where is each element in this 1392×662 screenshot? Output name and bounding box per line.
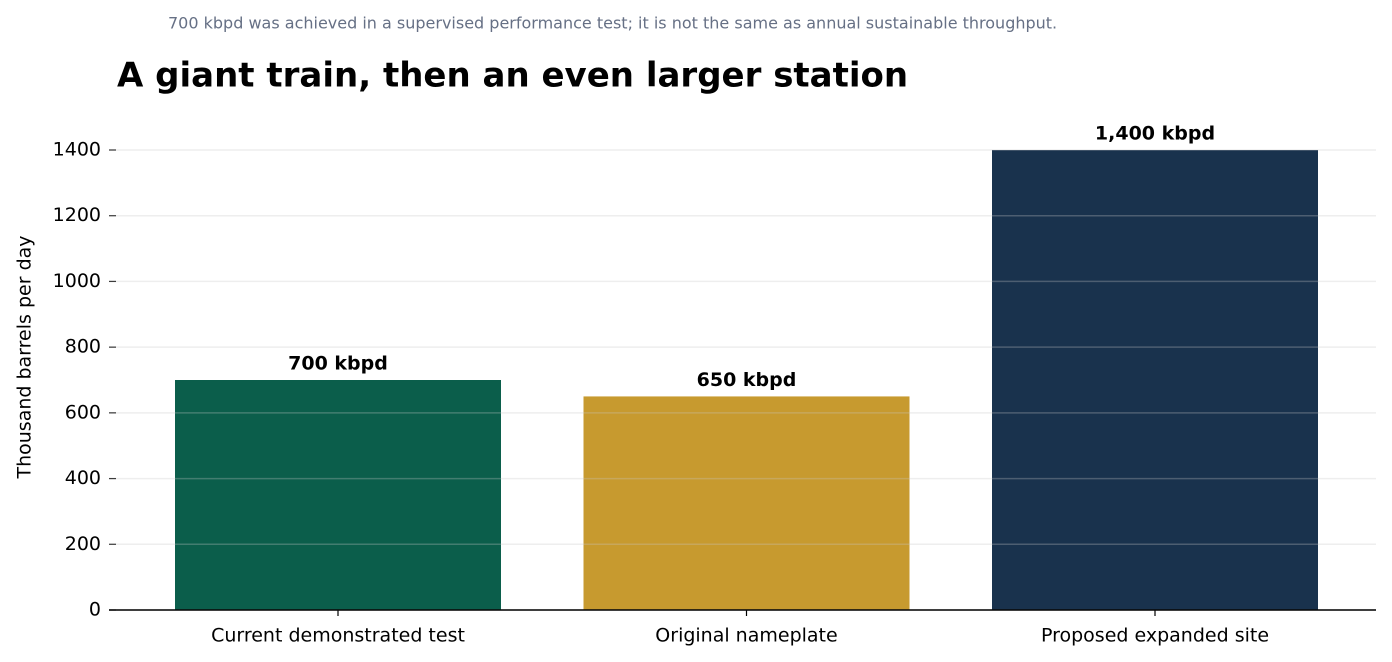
y-axis-label: Thousand barrels per day xyxy=(14,235,36,479)
annotation: 700 kbpd was achieved in a supervised pe… xyxy=(168,14,1057,33)
value-label: 1,400 kbpd xyxy=(1095,123,1215,145)
value-label: 700 kbpd xyxy=(288,353,388,375)
y-tick-label: 400 xyxy=(65,467,101,489)
x-tick-label: Proposed expanded site xyxy=(1041,625,1269,647)
y-tick-label: 800 xyxy=(65,336,101,358)
x-tick-label: Original nameplate xyxy=(655,625,837,647)
x-tick-label: Current demonstrated test xyxy=(211,625,465,647)
y-tick-label: 1200 xyxy=(53,204,101,226)
y-tick-label: 1000 xyxy=(53,270,101,292)
value-label: 650 kbpd xyxy=(697,369,797,391)
y-tick-label: 600 xyxy=(65,401,101,423)
chart-title: A giant train, then an even larger stati… xyxy=(117,56,908,96)
bar xyxy=(583,396,910,610)
y-tick-label: 200 xyxy=(65,533,101,555)
y-tick-label: 0 xyxy=(89,599,101,621)
y-tick-label: 1400 xyxy=(53,139,101,161)
bar xyxy=(992,150,1318,610)
bar xyxy=(175,380,501,610)
